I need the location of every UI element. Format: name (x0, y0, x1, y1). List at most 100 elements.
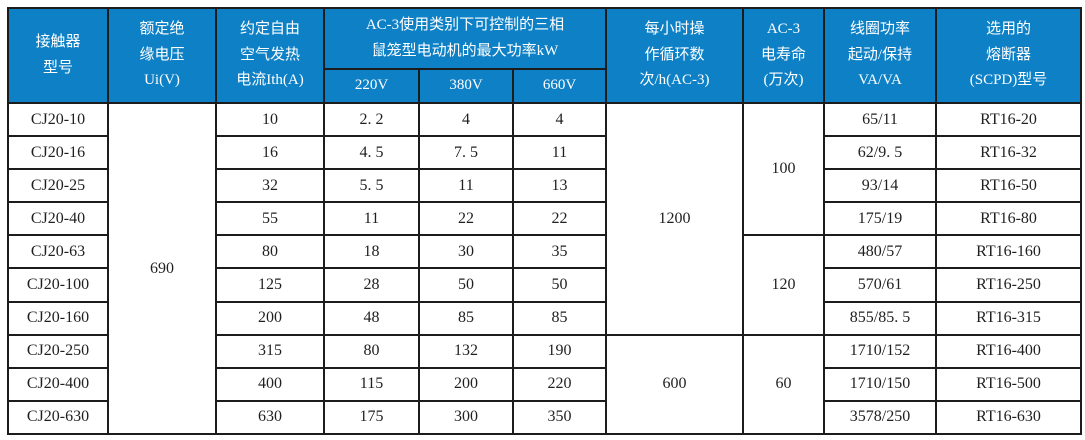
table-row: CJ20-160 200 48 85 85 855/85. 5 RT16-315 (7, 300, 1083, 336)
header-insulation-voltage: 额定绝 缘电压 Ui(V) (107, 7, 217, 104)
table-row: CJ20-400 400 115 200 220 1710/150 RT16-5… (7, 366, 1083, 402)
cell-coil-power: 175/19 (823, 201, 938, 237)
cell-model: CJ20-10 (7, 101, 109, 138)
header-cycles-per-hour: 每小时操 作循环数 次/h(AC-3) (605, 7, 745, 104)
cell-ith: 630 (215, 399, 325, 436)
cell-fuse: RT16-315 (935, 300, 1083, 336)
cell-model: CJ20-16 (7, 135, 109, 171)
cell-power-220: 11 (323, 201, 420, 237)
contactor-spec-table: 接触器 型号 额定绝 缘电压 Ui(V) 约定自由 空气发热 电流Ith(A) … (7, 7, 1083, 436)
cell-life-60: 60 (742, 333, 826, 436)
cell-fuse: RT16-32 (935, 135, 1083, 171)
cell-power-220: 18 (323, 234, 420, 270)
cell-ith: 10 (215, 101, 325, 138)
cell-fuse: RT16-80 (935, 201, 1083, 237)
cell-ith: 315 (215, 333, 325, 369)
cell-power-380: 300 (418, 399, 514, 436)
cell-model: CJ20-63 (7, 234, 109, 270)
cell-power-660: 4 (511, 101, 608, 138)
cell-fuse: RT16-500 (935, 366, 1083, 402)
table-row: CJ20-40 55 11 22 22 175/19 RT16-80 (7, 201, 1083, 237)
table-row: CJ20-630 630 175 300 350 3578/250 RT16-6… (7, 399, 1083, 436)
cell-fuse: RT16-250 (935, 267, 1083, 303)
cell-fuse: RT16-20 (935, 101, 1083, 138)
cell-power-660: 190 (511, 333, 608, 369)
cell-model: CJ20-25 (7, 168, 109, 204)
cell-cycles-low: 600 (605, 333, 745, 436)
cell-power-660: 220 (511, 366, 608, 402)
cell-power-380: 200 (418, 366, 514, 402)
cell-power-660: 50 (511, 267, 608, 303)
header-220v: 220V (323, 68, 420, 104)
cell-coil-power: 480/57 (823, 234, 938, 270)
header-380v: 380V (418, 68, 514, 104)
table-row: CJ20-63 80 18 30 35 120 480/57 RT16-160 (7, 234, 1083, 336)
cell-power-220: 175 (323, 399, 420, 436)
header-model: 接触器 型号 (7, 7, 109, 104)
cell-coil-power: 1710/150 (823, 366, 938, 402)
table-header: 接触器 型号 额定绝 缘电压 Ui(V) 约定自由 空气发热 电流Ith(A) … (7, 7, 1083, 104)
cell-model: CJ20-100 (7, 267, 109, 303)
header-max-power-group: AC-3使用类别下可控制的三相 鼠笼型电动机的最大功率kW (322, 7, 608, 70)
table-row: CJ20-100 125 28 50 50 570/61 RT16-250 (7, 267, 1083, 303)
cell-coil-power: 1710/152 (823, 333, 938, 369)
cell-model: CJ20-250 (7, 333, 109, 369)
cell-fuse: RT16-50 (935, 168, 1083, 204)
cell-ith: 32 (215, 168, 325, 204)
cell-power-380: 4 (418, 101, 514, 138)
cell-ui-voltage: 690 (107, 102, 217, 435)
header-electrical-life: AC-3 电寿命 (万次) (742, 7, 826, 104)
cell-power-660: 350 (511, 399, 608, 436)
cell-coil-power: 65/11 (823, 101, 938, 138)
table-row: CJ20-25 32 5. 5 11 13 93/14 RT16-50 (7, 168, 1083, 204)
cell-power-220: 5. 5 (323, 168, 420, 204)
cell-coil-power: 62/9. 5 (823, 135, 938, 171)
cell-model: CJ20-400 (7, 366, 109, 402)
cell-life-120: 120 (742, 234, 826, 336)
header-coil-power: 线圈功率 起动/保持 VA/VA (823, 7, 938, 104)
cell-power-380: 22 (418, 201, 514, 237)
cell-power-380: 7. 5 (418, 135, 514, 171)
header-thermal-current: 约定自由 空气发热 电流Ith(A) (215, 7, 325, 104)
cell-power-380: 132 (418, 333, 514, 369)
cell-power-220: 48 (323, 300, 420, 336)
table-row: CJ20-250 315 80 132 190 600 60 1710/152 … (7, 333, 1083, 436)
cell-cycles-high: 1200 (605, 102, 745, 336)
table-row: CJ20-10 690 10 2. 2 4 4 1200 100 65/11 R… (7, 101, 1083, 435)
cell-ith: 400 (215, 366, 325, 402)
cell-power-380: 11 (418, 168, 514, 204)
cell-fuse: RT16-400 (935, 333, 1083, 369)
cell-power-220: 2. 2 (323, 101, 420, 138)
cell-power-660: 13 (511, 168, 608, 204)
cell-power-220: 28 (323, 267, 420, 303)
cell-coil-power: 570/61 (823, 267, 938, 303)
cell-fuse: RT16-630 (935, 399, 1083, 436)
table-body: CJ20-10 690 10 2. 2 4 4 1200 100 65/11 R… (7, 101, 1083, 436)
cell-life-100: 100 (742, 101, 826, 237)
cell-power-660: 11 (511, 135, 608, 171)
header-660v: 660V (511, 68, 608, 104)
cell-power-220: 80 (323, 333, 420, 369)
cell-power-660: 85 (511, 300, 608, 336)
cell-power-380: 85 (418, 300, 514, 336)
cell-power-220: 115 (323, 366, 420, 402)
cell-fuse: RT16-160 (935, 234, 1083, 270)
cell-power-220: 4. 5 (323, 135, 420, 171)
cell-power-660: 22 (511, 201, 608, 237)
cell-power-380: 50 (418, 267, 514, 303)
header-fuse-type: 选用的 熔断器 (SCPD)型号 (935, 7, 1083, 104)
cell-ith: 55 (215, 201, 325, 237)
cell-power-660: 35 (511, 234, 608, 270)
cell-coil-power: 3578/250 (823, 399, 938, 436)
cell-ith: 16 (215, 135, 325, 171)
cell-ith: 80 (215, 234, 325, 270)
cell-model: CJ20-160 (7, 300, 109, 336)
cell-model: CJ20-630 (7, 399, 109, 436)
cell-ith: 200 (215, 300, 325, 336)
cell-coil-power: 93/14 (823, 168, 938, 204)
cell-coil-power: 855/85. 5 (823, 300, 938, 336)
cell-power-380: 30 (418, 234, 514, 270)
cell-ith: 125 (215, 267, 325, 303)
cell-model: CJ20-40 (7, 201, 109, 237)
